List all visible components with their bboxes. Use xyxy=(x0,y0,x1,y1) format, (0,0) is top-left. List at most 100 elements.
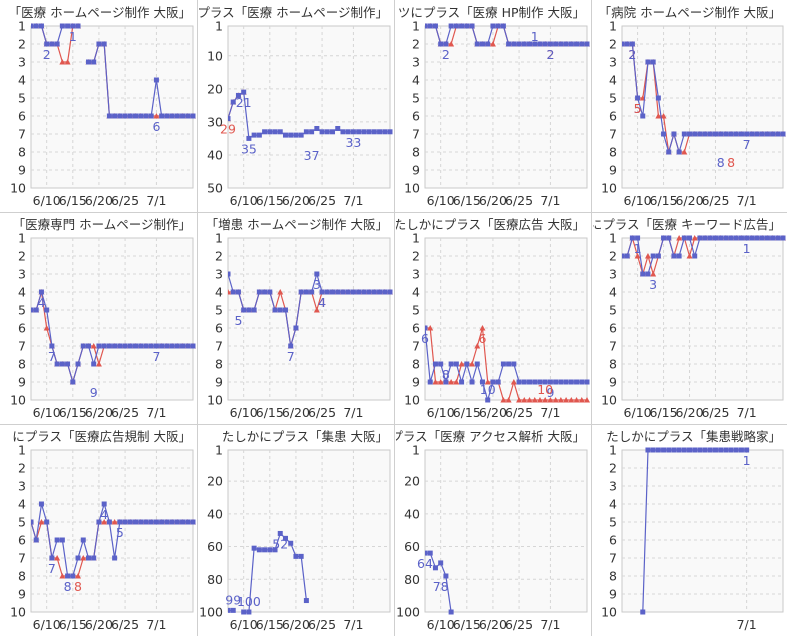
data-point-blue xyxy=(754,235,760,241)
data-point-blue xyxy=(230,607,236,613)
data-point-blue xyxy=(80,343,86,349)
y-tick-label: 4 xyxy=(18,73,26,88)
data-point-blue xyxy=(106,519,112,525)
y-tick-label: 1 xyxy=(609,19,617,34)
x-tick-label: 6/25 xyxy=(308,617,336,632)
data-point-blue xyxy=(629,235,635,241)
y-tick-label: 6 xyxy=(18,321,26,336)
chart-8: にプラス「医療 キーワード広告」123456789106/106/156/206… xyxy=(591,212,787,424)
data-label: 9 xyxy=(90,385,98,400)
data-point-blue xyxy=(251,545,257,551)
series-layer xyxy=(425,550,454,615)
data-point-blue xyxy=(366,289,372,295)
data-point-blue xyxy=(138,343,144,349)
data-point-blue xyxy=(645,59,651,65)
data-point-blue xyxy=(230,99,236,105)
data-point-blue xyxy=(574,41,580,47)
y-tick-label: 5 xyxy=(18,303,26,318)
x-tick-label: 7/1 xyxy=(540,193,560,208)
data-point-blue xyxy=(687,447,693,453)
data-label: 1 xyxy=(743,453,751,468)
data-point-blue xyxy=(133,343,139,349)
data-point-blue xyxy=(180,519,186,525)
y-tick-label: 3 xyxy=(412,55,420,70)
data-label: 21 xyxy=(236,95,252,110)
data-point-blue xyxy=(148,113,154,119)
data-point-blue xyxy=(180,343,186,349)
data-point-red xyxy=(584,397,590,403)
data-point-blue xyxy=(350,129,356,135)
data-label: 1 xyxy=(634,241,642,256)
data-point-blue xyxy=(723,131,729,137)
data-point-blue xyxy=(133,113,139,119)
x-tick-label: 6/20 xyxy=(85,617,113,632)
data-point-blue xyxy=(298,553,304,559)
series-layer xyxy=(31,23,196,119)
data-point-blue xyxy=(676,149,682,155)
data-label: 9 xyxy=(546,385,554,400)
data-point-blue xyxy=(738,131,744,137)
data-point-blue xyxy=(697,235,703,241)
data-point-red xyxy=(427,325,434,331)
data-point-blue xyxy=(579,41,585,47)
data-point-red xyxy=(510,379,517,385)
data-point-red xyxy=(634,253,641,259)
data-point-blue xyxy=(676,253,682,259)
data-point-red xyxy=(228,289,231,295)
data-label: 8 xyxy=(727,155,735,170)
chart-2: プラス「医療 ホームページ制作」1 10 20 30 40 50 6/106/156/206… xyxy=(197,0,393,212)
data-label: 8 xyxy=(442,367,450,382)
data-point-red xyxy=(437,379,444,385)
y-tick-label: 7 xyxy=(215,339,223,354)
y-tick-label: 30 xyxy=(207,114,223,129)
y-tick-label: 1 xyxy=(412,443,420,458)
plot-area xyxy=(621,237,784,401)
data-label: 7 xyxy=(743,137,751,152)
data-point-blue xyxy=(738,447,744,453)
x-tick-label: 6/25 xyxy=(308,193,336,208)
series-layer xyxy=(31,289,196,385)
data-point-blue xyxy=(728,235,734,241)
data-point-blue xyxy=(568,379,574,385)
data-point-blue xyxy=(723,447,729,453)
chart-title: 「病院 ホームページ制作 大阪」 xyxy=(599,5,781,20)
data-label: 5 xyxy=(234,313,242,328)
data-point-blue xyxy=(584,41,590,47)
data-point-blue xyxy=(558,379,564,385)
data-point-blue xyxy=(655,447,661,453)
x-tick-label: 6/15 xyxy=(59,405,87,420)
data-point-blue xyxy=(469,23,475,29)
y-tick-label: 3 xyxy=(412,267,420,282)
data-label: 6 xyxy=(421,331,429,346)
data-point-blue xyxy=(159,519,165,525)
data-point-blue xyxy=(282,307,288,313)
data-point-blue xyxy=(31,307,34,313)
data-point-blue xyxy=(733,447,739,453)
y-tick-label: 2 xyxy=(609,249,617,264)
data-point-blue xyxy=(718,131,724,137)
data-point-blue xyxy=(153,77,159,83)
x-tick-label: 7/1 xyxy=(540,405,560,420)
data-point-blue xyxy=(749,235,755,241)
data-point-blue xyxy=(122,343,128,349)
x-tick-label: 6/25 xyxy=(111,193,139,208)
data-point-blue xyxy=(96,41,102,47)
y-tick-label: 4 xyxy=(215,285,223,300)
data-point-blue xyxy=(443,379,449,385)
data-point-blue xyxy=(532,379,538,385)
data-point-blue xyxy=(65,573,71,579)
y-tick-label: 7 xyxy=(412,127,420,142)
data-point-blue xyxy=(38,23,44,29)
plot-area xyxy=(227,237,391,401)
x-tick-label: 6/25 xyxy=(505,405,533,420)
data-point-blue xyxy=(340,129,346,135)
data-point-blue xyxy=(361,289,367,295)
data-point-blue xyxy=(228,271,231,277)
y-tick-label: 4 xyxy=(18,285,26,300)
data-point-blue xyxy=(495,379,501,385)
y-tick-label: 7 xyxy=(609,127,617,142)
data-point-blue xyxy=(438,560,444,566)
data-point-blue xyxy=(314,125,320,131)
data-point-blue xyxy=(91,555,97,561)
series-layer xyxy=(228,89,393,141)
